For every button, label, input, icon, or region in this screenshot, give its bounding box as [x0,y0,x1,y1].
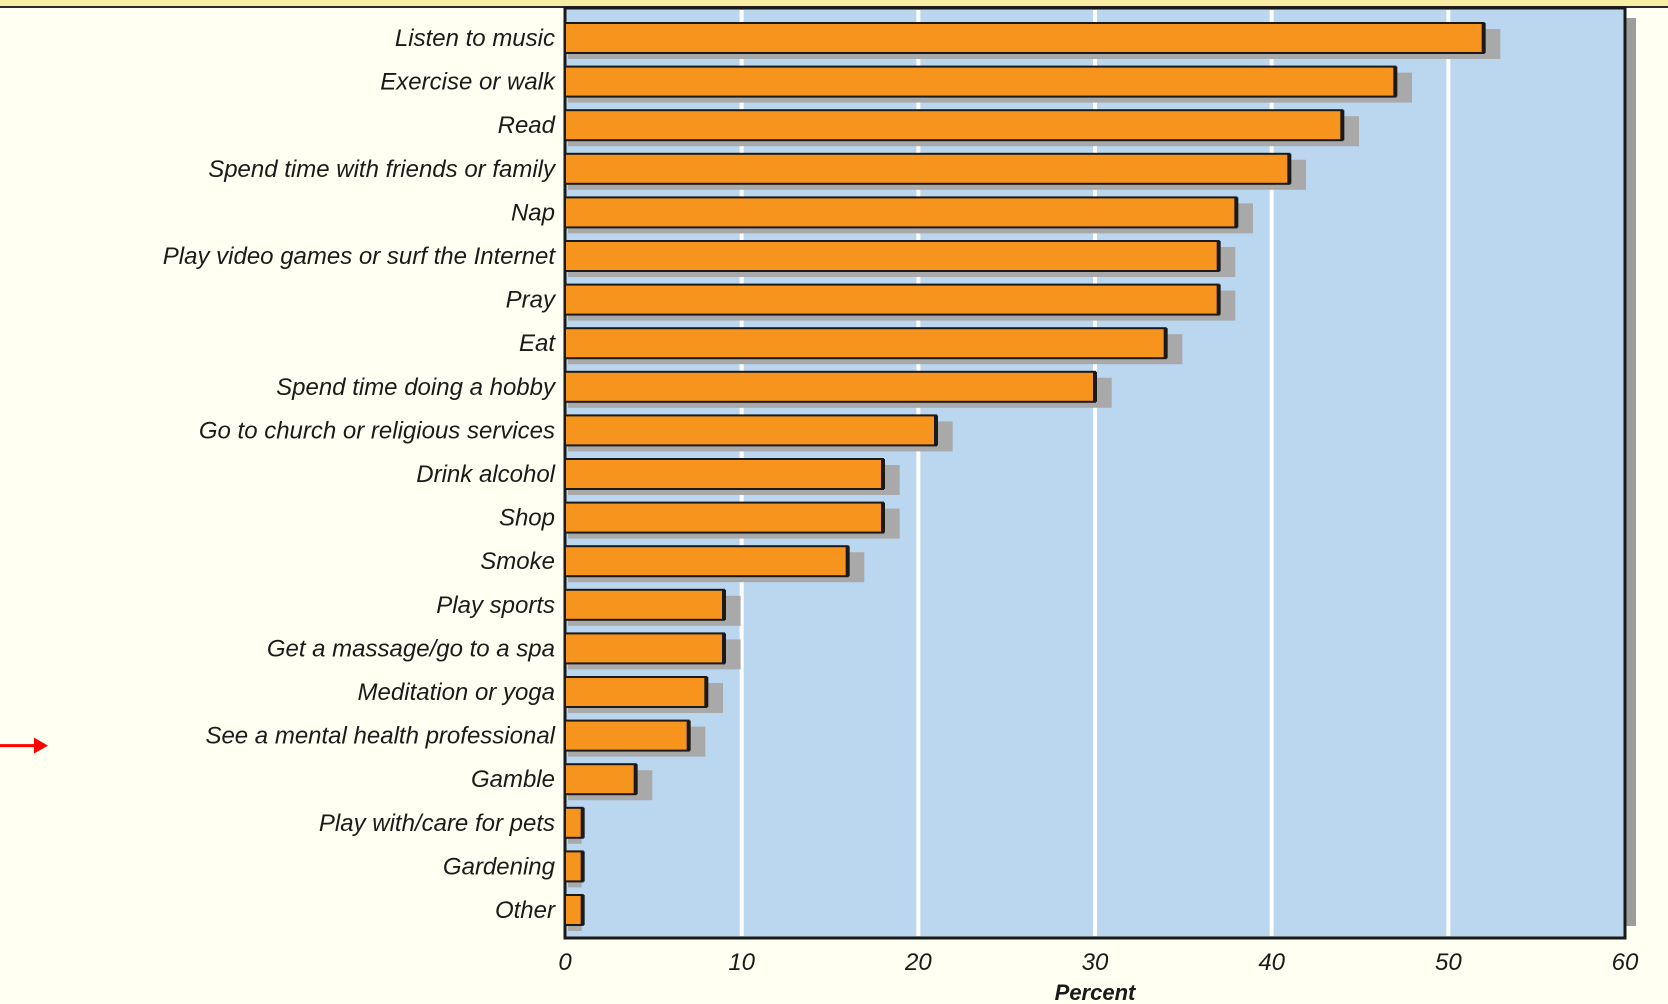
category-label: Eat [519,330,556,357]
category-labels: Listen to music Exercise or walk Read Spend… [163,25,557,924]
frame-shadow [1626,18,1636,926]
bar [564,370,1096,403]
bar [564,806,584,839]
highlight-arrow [0,737,48,754]
arrow-head [34,737,48,754]
category-label: Spend time with friends or family [208,156,557,183]
category-label: Exercise or walk [380,69,557,96]
bar [564,588,725,621]
bar [564,501,884,534]
bar [564,545,849,578]
category-label: Play with/care for pets [319,810,555,837]
category-label: Smoke [480,548,555,575]
bar [564,632,725,665]
bar [564,458,884,490]
category-label: Nap [511,199,555,226]
category-label: Play sports [436,592,555,619]
bar [564,152,1291,185]
category-label: Play video games or surf the Internet [163,243,557,270]
category-label: Drink alcohol [416,461,555,488]
bar [564,719,690,752]
bar [564,283,1220,316]
category-label: Pray [506,287,557,314]
x-axis-title: Percent [1055,980,1137,1004]
bar [564,327,1167,360]
bar [564,65,1397,98]
x-tick-label: 40 [1258,949,1285,976]
bar [564,196,1238,229]
category-label: Other [495,897,556,924]
x-tick-label: 50 [1435,949,1462,976]
category-label: Read [498,112,556,139]
x-tick-labels: 0 10 20 30 40 50 60 [558,949,1639,976]
bar [564,850,584,883]
bar [564,894,584,926]
x-tick-label: 0 [558,949,572,976]
bar [564,676,708,708]
bars [564,22,1501,931]
bar [564,109,1344,142]
category-label: Spend time doing a hobby [276,374,557,401]
bar [564,22,1485,54]
bar [564,240,1220,272]
bar [564,763,637,796]
x-tick-label: 20 [904,949,932,976]
category-label: Go to church or religious services [199,417,555,444]
x-tick-label: 30 [1082,949,1109,976]
x-tick-label: 60 [1612,949,1639,976]
category-label: See a mental health professional [205,723,555,750]
category-label: Meditation or yoga [358,679,555,706]
category-label: Shop [499,505,555,532]
category-label: Get a massage/go to a spa [267,635,555,662]
bar [564,414,937,447]
category-label: Gamble [471,766,555,793]
x-tick-label: 10 [728,949,755,976]
category-label: Gardening [443,853,556,880]
category-label: Listen to music [395,25,555,52]
